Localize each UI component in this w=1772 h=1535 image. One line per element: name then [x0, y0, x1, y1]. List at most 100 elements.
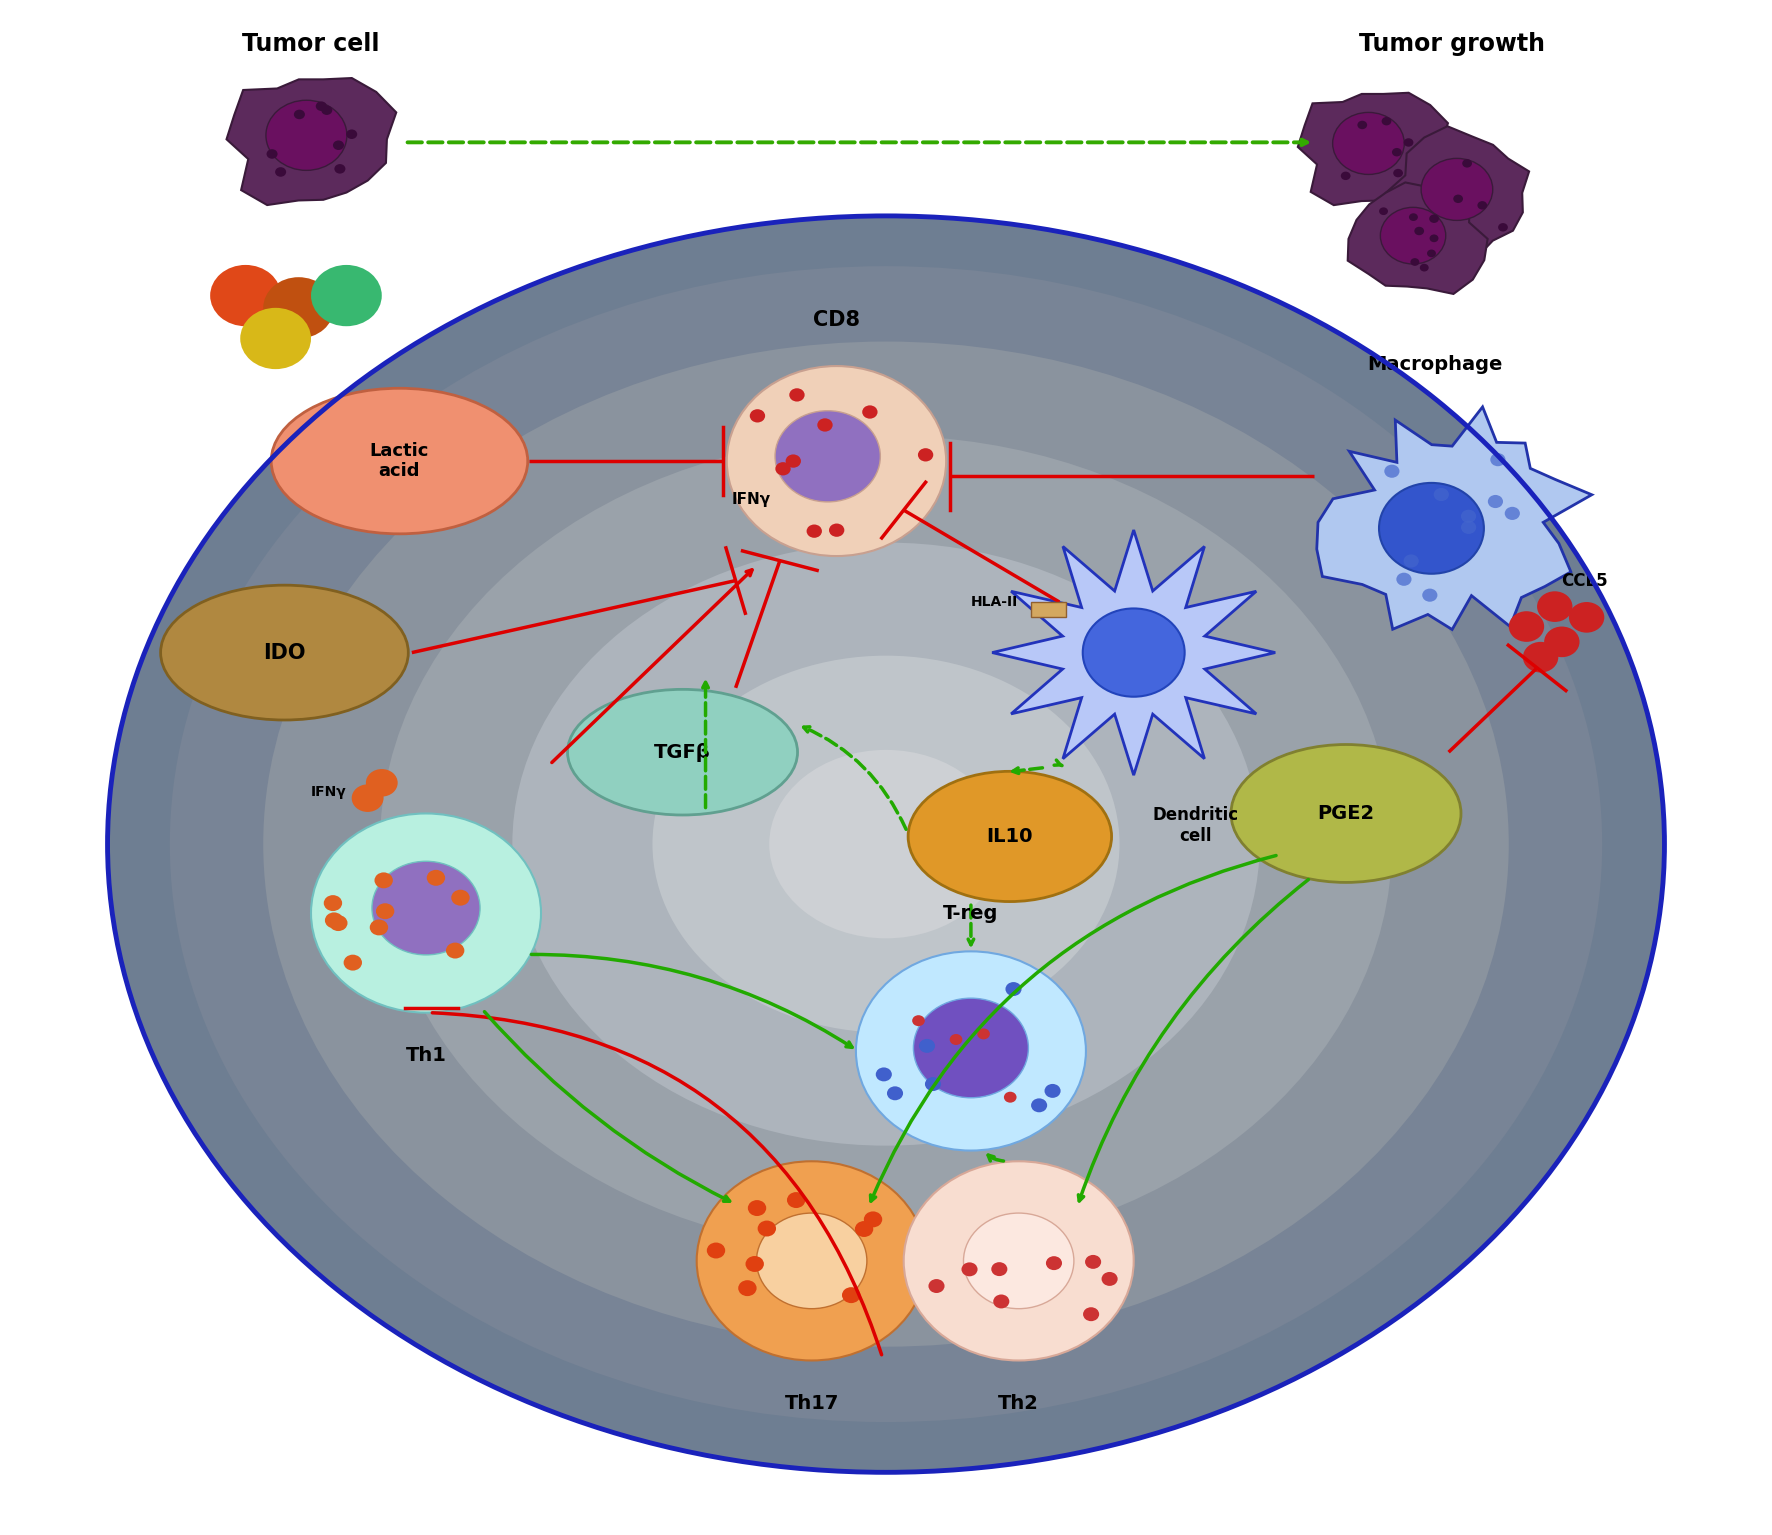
Circle shape [994, 1294, 1010, 1308]
Circle shape [856, 952, 1086, 1151]
Ellipse shape [907, 771, 1111, 901]
Polygon shape [1348, 183, 1488, 293]
Circle shape [370, 919, 388, 935]
Circle shape [427, 870, 445, 886]
Circle shape [1341, 172, 1350, 180]
Circle shape [324, 912, 344, 929]
Circle shape [1426, 250, 1435, 258]
Circle shape [1453, 195, 1464, 203]
Circle shape [1031, 1099, 1047, 1113]
FancyBboxPatch shape [1031, 602, 1067, 617]
Circle shape [1460, 510, 1476, 523]
Circle shape [1568, 602, 1604, 632]
Circle shape [1421, 158, 1492, 221]
Circle shape [750, 410, 766, 422]
Circle shape [1490, 453, 1506, 467]
Circle shape [1379, 207, 1387, 215]
Ellipse shape [769, 751, 1003, 938]
Circle shape [1045, 1256, 1061, 1269]
Circle shape [312, 266, 381, 327]
Polygon shape [1317, 407, 1591, 629]
Circle shape [376, 903, 395, 919]
Circle shape [950, 1035, 962, 1045]
Ellipse shape [170, 266, 1602, 1421]
Circle shape [1083, 608, 1185, 697]
Circle shape [447, 942, 464, 958]
Circle shape [776, 462, 790, 476]
Text: PGE2: PGE2 [1317, 804, 1375, 823]
Text: IFNγ: IFNγ [732, 491, 771, 507]
Circle shape [976, 1028, 991, 1039]
Circle shape [1396, 573, 1412, 586]
Text: Th2: Th2 [998, 1394, 1038, 1414]
Circle shape [746, 1256, 764, 1273]
Circle shape [888, 1087, 904, 1101]
Text: Tumor growth: Tumor growth [1359, 32, 1545, 57]
Circle shape [1488, 494, 1503, 508]
Circle shape [1382, 117, 1391, 126]
Circle shape [344, 955, 361, 970]
Circle shape [312, 814, 540, 1013]
Circle shape [1409, 213, 1418, 221]
Circle shape [264, 278, 333, 339]
Circle shape [335, 164, 346, 173]
Polygon shape [992, 530, 1276, 775]
Circle shape [1478, 201, 1487, 210]
Circle shape [1357, 121, 1368, 129]
Circle shape [962, 1262, 978, 1276]
Circle shape [1504, 507, 1520, 520]
Circle shape [748, 1200, 766, 1216]
Circle shape [696, 1162, 927, 1360]
Circle shape [275, 167, 285, 177]
Circle shape [785, 454, 801, 468]
Circle shape [991, 1262, 1006, 1276]
Circle shape [211, 266, 282, 327]
Ellipse shape [379, 436, 1393, 1253]
Text: HLA-II: HLA-II [971, 596, 1019, 609]
Circle shape [904, 1162, 1134, 1360]
Ellipse shape [567, 689, 797, 815]
Circle shape [854, 1220, 874, 1237]
Polygon shape [227, 78, 397, 206]
Circle shape [1403, 554, 1419, 568]
Circle shape [1423, 588, 1437, 602]
Text: IDO: IDO [264, 643, 307, 663]
Circle shape [1462, 520, 1476, 534]
Circle shape [757, 1213, 867, 1309]
Circle shape [1380, 207, 1446, 264]
Circle shape [1462, 160, 1473, 167]
Ellipse shape [1232, 744, 1460, 883]
Circle shape [913, 998, 1028, 1098]
Circle shape [1393, 147, 1402, 157]
Circle shape [964, 1213, 1074, 1309]
Circle shape [727, 365, 946, 556]
Circle shape [1497, 223, 1508, 232]
Circle shape [1536, 591, 1572, 622]
Text: T-reg: T-reg [943, 904, 999, 923]
Polygon shape [1297, 92, 1448, 206]
Text: Lactic
acid: Lactic acid [370, 442, 429, 480]
Circle shape [241, 309, 312, 368]
Circle shape [817, 419, 833, 431]
Circle shape [294, 109, 305, 120]
Circle shape [829, 523, 843, 537]
Text: IFNγ: IFNγ [310, 784, 347, 800]
Circle shape [842, 1288, 861, 1303]
Circle shape [1543, 626, 1579, 657]
Circle shape [1084, 1256, 1100, 1269]
Circle shape [1434, 488, 1449, 500]
Text: Tumor cell: Tumor cell [243, 32, 379, 57]
Circle shape [774, 411, 881, 502]
Ellipse shape [161, 585, 408, 720]
Ellipse shape [652, 655, 1120, 1033]
Circle shape [452, 890, 470, 906]
Text: Macrophage: Macrophage [1366, 355, 1503, 375]
Circle shape [1419, 264, 1428, 272]
Circle shape [266, 149, 278, 158]
Ellipse shape [264, 342, 1508, 1346]
Circle shape [1083, 1308, 1099, 1322]
Ellipse shape [271, 388, 528, 534]
Circle shape [1393, 169, 1403, 178]
Circle shape [806, 525, 822, 537]
Circle shape [863, 405, 877, 419]
